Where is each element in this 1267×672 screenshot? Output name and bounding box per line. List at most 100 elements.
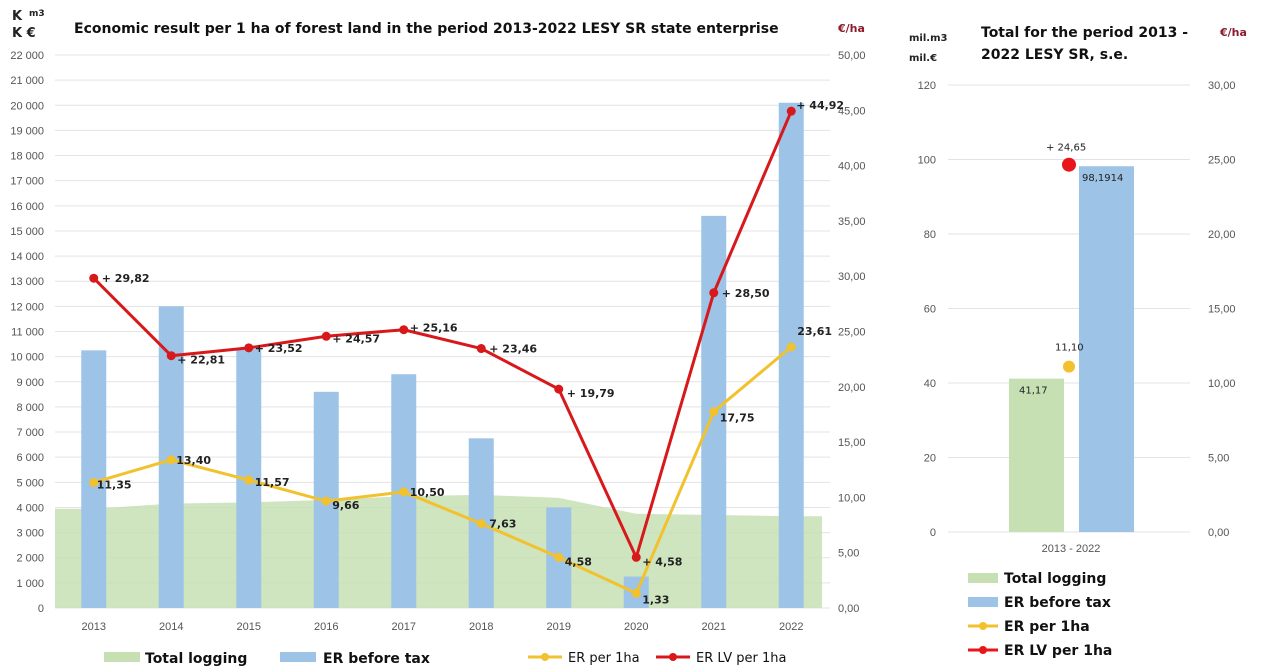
right-axis-tick-label: 10,00 (1208, 378, 1236, 390)
er-lv-per-1ha-data-label: + 24,57 (332, 332, 380, 345)
legend-swatch-er-before-tax (968, 597, 998, 607)
er-per-1ha-point (709, 407, 719, 417)
data-label-total-logging: 41,17 (1019, 386, 1048, 397)
right-axis-tick-label: 15,00 (838, 437, 866, 449)
er-per-1ha-data-label: 7,63 (489, 518, 516, 531)
legend-marker-er-per-1ha (979, 622, 987, 630)
er-lv-per-1ha-line (92, 110, 793, 559)
legend-label-total-logging: Total logging (145, 651, 247, 667)
left-axis-tick-label: 16 000 (10, 201, 44, 213)
er-per-1ha-data-label: 11,35 (97, 478, 132, 491)
right-axis-tick-label: 10,00 (838, 492, 866, 504)
left-unit-top-small: m3 (29, 9, 45, 19)
x-axis-tick-label: 2016 (314, 621, 338, 633)
left-axis-tick-label: 80 (924, 229, 936, 241)
er-lv-per-1ha-data-label: + 44,92 (796, 99, 844, 112)
er-per-1ha-point (786, 342, 796, 352)
left-axis-tick-label: 4 000 (16, 502, 44, 514)
legend-label-er-before-tax: ER before tax (323, 651, 430, 667)
x-axis-tick-label: 2020 (624, 621, 648, 633)
x-axis-tick-label: 2022 (779, 621, 803, 633)
er-lv-per-1ha-data-label: + 22,81 (177, 354, 225, 367)
er-per-1ha-data-label: 23,61 (797, 325, 832, 338)
er-lv-per-1ha-point (476, 344, 486, 354)
main-chart-title: Economic result per 1 ha of forest land … (74, 21, 779, 37)
bar-er-before-tax (1079, 166, 1134, 532)
left-axis-tick-label: 10 000 (10, 352, 44, 364)
left-axis-tick-label: 11 000 (11, 327, 44, 339)
total-chart-title: Total for the period 2013 -2022 LESY SR,… (981, 25, 1188, 63)
left-axis-tick-label: 17 000 (10, 176, 44, 188)
er-lv-per-1ha-point (554, 384, 564, 394)
left-axis-tick-label: 22 000 (10, 50, 44, 62)
er-lv-per-1ha-point (709, 288, 719, 298)
er-per-1ha-data-label: 1,33 (642, 593, 669, 606)
er-lv-per-1ha-data-label: + 23,46 (489, 343, 537, 356)
left-axis-tick-label: 14 000 (10, 251, 44, 263)
legend-marker-er-lv-per-1ha (979, 646, 987, 654)
left-axis-tick-label: 20 (924, 453, 936, 465)
total-chart: 0 20 40 60 80 100 120 0,00 5,00 10,00 15,00 20,00 25… (909, 25, 1247, 659)
right-axis-tick-label: 30,00 (1208, 80, 1236, 92)
er-lv-per-1ha-data-label: + 4,58 (642, 555, 682, 568)
er-lv-per-1ha-point (244, 343, 254, 353)
x-axis-tick-label: 2018 (469, 621, 493, 633)
right-axis-tick-label: 25,00 (1208, 155, 1236, 167)
data-label-er-before-tax: 98,1914 (1082, 173, 1123, 184)
er-lv-per-1ha-data-label: + 23,52 (255, 342, 303, 355)
right-axis-tick-label: 20,00 (1208, 229, 1236, 241)
left-axis-tick-label: 19 000 (10, 125, 44, 137)
left-axis-tick-label: 21 000 (10, 75, 44, 87)
left-axis-tick-label: 20 000 (10, 100, 44, 112)
legend-label-er-lv-per-1ha: ER LV per 1ha (1004, 643, 1112, 659)
left-axis-tick-label: 2 000 (16, 553, 44, 565)
legend-swatch-er-before-tax (280, 652, 316, 662)
x-axis-tick-label: 2013 - 2022 (1042, 543, 1101, 555)
right-unit: €/ha (1219, 26, 1247, 39)
bar-total-logging (1009, 378, 1064, 532)
left-unit-bottom: mil.€ (909, 53, 937, 64)
er-lv-per-1ha-data-label: + 19,79 (567, 387, 615, 400)
er-lv-per-1ha-point (631, 552, 641, 562)
right-axis-tick-label: 30,00 (838, 271, 866, 283)
data-label-er-per-1ha: 11,10 (1055, 343, 1084, 354)
left-axis-tick-label: 0 (930, 527, 936, 539)
er-lv-per-1ha-point (399, 325, 409, 335)
left-axis-tick-label: 5 000 (16, 477, 44, 489)
er-per-1ha-data-label: 17,75 (720, 412, 755, 425)
left-axis-tick-label: 120 (918, 80, 936, 92)
left-axis-tick-label: 6 000 (16, 452, 44, 464)
left-axis-tick-label: 100 (918, 155, 936, 167)
legend-marker-er-lv-per-1ha (669, 653, 677, 661)
x-axis-tick-label: 2019 (547, 621, 571, 633)
left-axis-tick-label: 15 000 (10, 226, 44, 238)
legend-marker-er-per-1ha (541, 653, 549, 661)
er-per-1ha-data-label: 10,50 (410, 486, 445, 499)
left-axis-tick-label: 40 (924, 378, 936, 390)
left-axis-tick-label: 13 000 (10, 276, 44, 288)
left-unit-top: mil.m3 (909, 33, 947, 44)
right-axis-tick-label: 35,00 (838, 216, 866, 228)
right-axis-tick-label: 5,00 (838, 548, 859, 560)
er-lv-per-1ha-data-label: + 28,50 (722, 287, 770, 300)
er-lv-per-1ha-data-label: + 29,82 (102, 272, 150, 285)
er-lv-per-1ha-point (321, 331, 331, 341)
left-axis-tick-label: 60 (924, 304, 936, 316)
left-unit-top: K (12, 9, 23, 24)
right-axis-tick-label: 5,00 (1208, 453, 1229, 465)
er-lv-per-1ha-point (89, 273, 99, 283)
left-unit-bottom: K € (12, 26, 36, 41)
x-axis-tick-label: 2014 (159, 621, 183, 633)
x-axis-tick-label: 2021 (702, 621, 726, 633)
left-axis-tick-label: 7 000 (16, 427, 44, 439)
er-lv-per-1ha-point (166, 351, 176, 361)
x-axis-tick-label: 2015 (237, 621, 261, 633)
legend-label-total-logging: Total logging (1004, 571, 1106, 587)
right-axis-tick-label: 15,00 (1208, 304, 1236, 316)
er-per-1ha-point (476, 519, 486, 529)
right-axis-tick-label: 0,00 (838, 603, 859, 615)
er-lv-per-1ha-data-label: + 25,16 (410, 322, 458, 335)
legend-label-er-before-tax: ER before tax (1004, 595, 1111, 611)
left-axis-tick-label: 3 000 (16, 528, 44, 540)
